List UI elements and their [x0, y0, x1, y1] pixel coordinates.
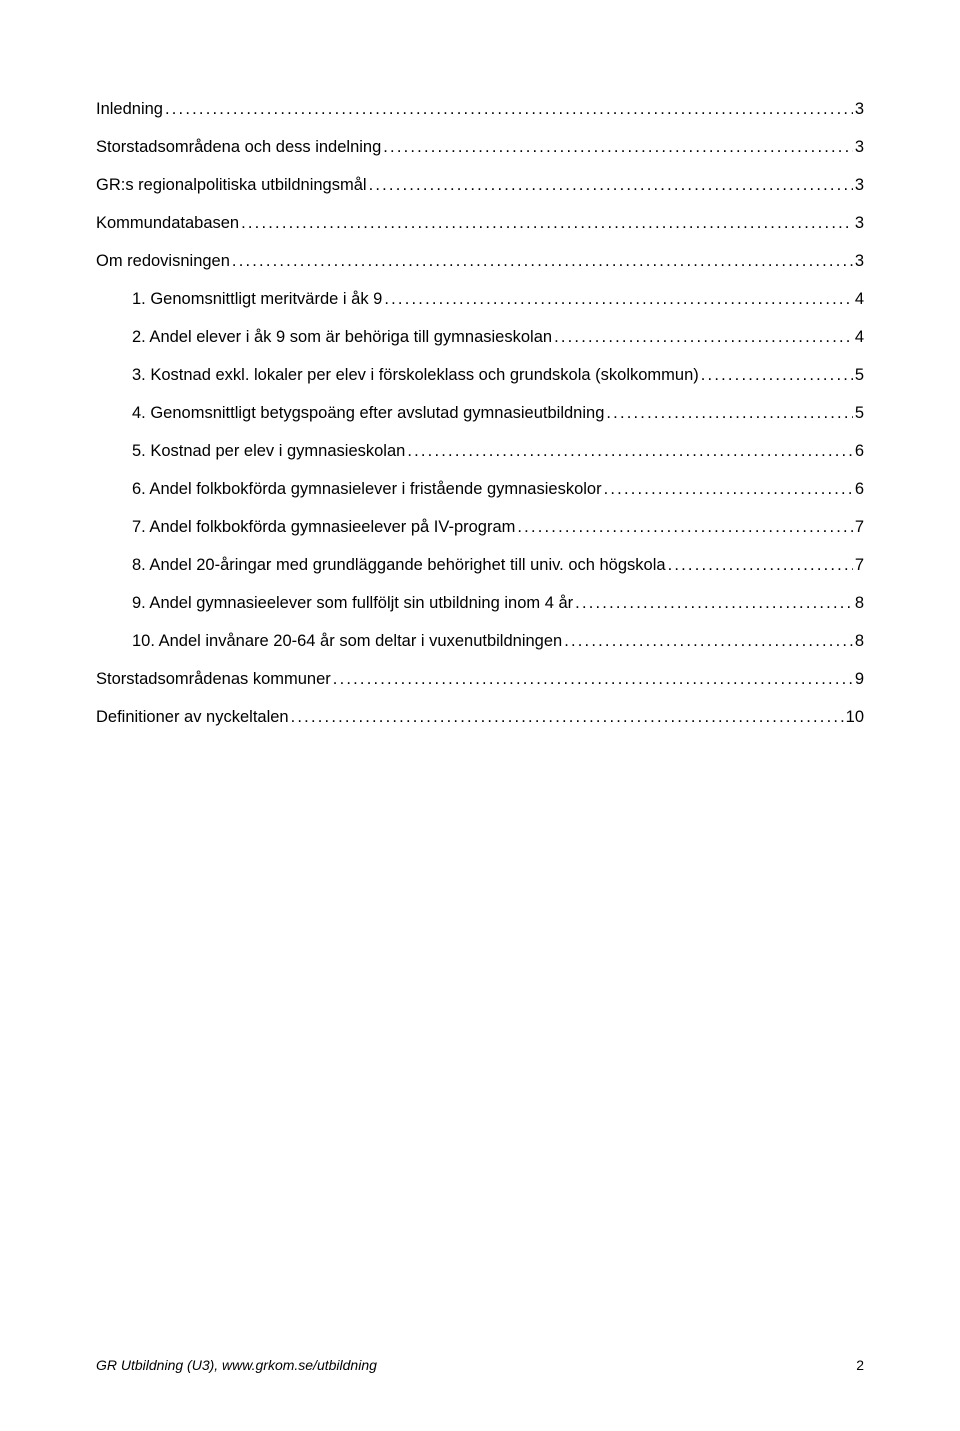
toc-entry-page: 3 [855, 176, 864, 195]
toc-entry-page: 8 [855, 594, 864, 613]
toc-entry: Storstadsområdenas kommuner 9 [96, 670, 864, 689]
toc-entry-page: 9 [855, 670, 864, 689]
toc-entry: 1. Genomsnittligt meritvärde i åk 9 4 [96, 290, 864, 309]
toc-entry-page: 7 [855, 518, 864, 537]
toc-entry-label: 3. Kostnad exkl. lokaler per elev i förs… [132, 366, 699, 385]
toc-entry: Definitioner av nyckeltalen 10 [96, 708, 864, 727]
toc-leader-dots [668, 556, 853, 575]
toc-leader-dots [383, 138, 853, 157]
toc-entry: 4. Genomsnittligt betygspoäng efter avsl… [96, 404, 864, 423]
toc-entry-page: 6 [855, 480, 864, 499]
toc-entry: 3. Kostnad exkl. lokaler per elev i förs… [96, 366, 864, 385]
toc-leader-dots [604, 480, 853, 499]
toc-entry-page: 7 [855, 556, 864, 575]
toc-entry-page: 10 [846, 708, 864, 727]
toc-entry-page: 3 [855, 214, 864, 233]
toc-entry-label: 7. Andel folkbokförda gymnasieelever på … [132, 518, 515, 537]
toc-leader-dots [333, 670, 853, 689]
toc-entry: GR:s regionalpolitiska utbildningsmål 3 [96, 176, 864, 195]
toc-entry-page: 4 [855, 328, 864, 347]
toc-entry-label: Definitioner av nyckeltalen [96, 708, 289, 727]
footer-source: GR Utbildning (U3), www.grkom.se/utbildn… [96, 1357, 377, 1373]
toc-leader-dots [701, 366, 853, 385]
toc-entry-page: 3 [855, 100, 864, 119]
toc-entry: Om redovisningen 3 [96, 252, 864, 271]
toc-leader-dots [241, 214, 853, 233]
toc-entry-label: 1. Genomsnittligt meritvärde i åk 9 [132, 290, 382, 309]
toc-entry-page: 6 [855, 442, 864, 461]
toc-entry-label: 4. Genomsnittligt betygspoäng efter avsl… [132, 404, 604, 423]
page-footer: GR Utbildning (U3), www.grkom.se/utbildn… [96, 1357, 864, 1373]
toc-entry-page: 5 [855, 366, 864, 385]
toc-entry: 9. Andel gymnasieelever som fullföljt si… [96, 594, 864, 613]
toc-entry-label: 9. Andel gymnasieelever som fullföljt si… [132, 594, 573, 613]
toc-entry: 2. Andel elever i åk 9 som är behöriga t… [96, 328, 864, 347]
toc-leader-dots [564, 632, 853, 651]
toc-entry-page: 3 [855, 252, 864, 271]
toc-entry: 5. Kostnad per elev i gymnasieskolan 6 [96, 442, 864, 461]
toc-leader-dots [575, 594, 853, 613]
toc-leader-dots [232, 252, 853, 271]
toc-entry: Inledning 3 [96, 100, 864, 119]
toc-entry-label: 5. Kostnad per elev i gymnasieskolan [132, 442, 405, 461]
toc-entry-page: 8 [855, 632, 864, 651]
toc-leader-dots [606, 404, 852, 423]
toc-leader-dots [165, 100, 853, 119]
toc-entry-label: Storstadsområdena och dess indelning [96, 138, 381, 157]
toc-entry-label: Kommundatabasen [96, 214, 239, 233]
toc-entry-label: Storstadsområdenas kommuner [96, 670, 331, 689]
toc-entry-label: 6. Andel folkbokförda gymnasielever i fr… [132, 480, 602, 499]
table-of-contents: Inledning3Storstadsområdena och dess ind… [96, 100, 864, 727]
toc-entry: 7. Andel folkbokförda gymnasieelever på … [96, 518, 864, 537]
toc-entry-page: 3 [855, 138, 864, 157]
toc-entry: 8. Andel 20-åringar med grundläggande be… [96, 556, 864, 575]
toc-entry-label: 8. Andel 20-åringar med grundläggande be… [132, 556, 666, 575]
toc-entry-page: 5 [855, 404, 864, 423]
toc-entry-label: 10. Andel invånare 20-64 år som deltar i… [132, 632, 562, 651]
toc-leader-dots [554, 328, 853, 347]
page-number: 2 [856, 1357, 864, 1373]
toc-entry: 10. Andel invånare 20-64 år som deltar i… [96, 632, 864, 651]
toc-entry-page: 4 [855, 290, 864, 309]
toc-leader-dots [291, 708, 844, 727]
toc-entry-label: GR:s regionalpolitiska utbildningsmål [96, 176, 367, 195]
toc-leader-dots [384, 290, 852, 309]
toc-leader-dots [407, 442, 852, 461]
toc-entry-label: Inledning [96, 100, 163, 119]
toc-entry: 6. Andel folkbokförda gymnasielever i fr… [96, 480, 864, 499]
toc-entry: Storstadsområdena och dess indelning 3 [96, 138, 864, 157]
toc-leader-dots [369, 176, 853, 195]
toc-entry-label: Om redovisningen [96, 252, 230, 271]
toc-entry: Kommundatabasen 3 [96, 214, 864, 233]
toc-entry-label: 2. Andel elever i åk 9 som är behöriga t… [132, 328, 552, 347]
toc-leader-dots [517, 518, 852, 537]
